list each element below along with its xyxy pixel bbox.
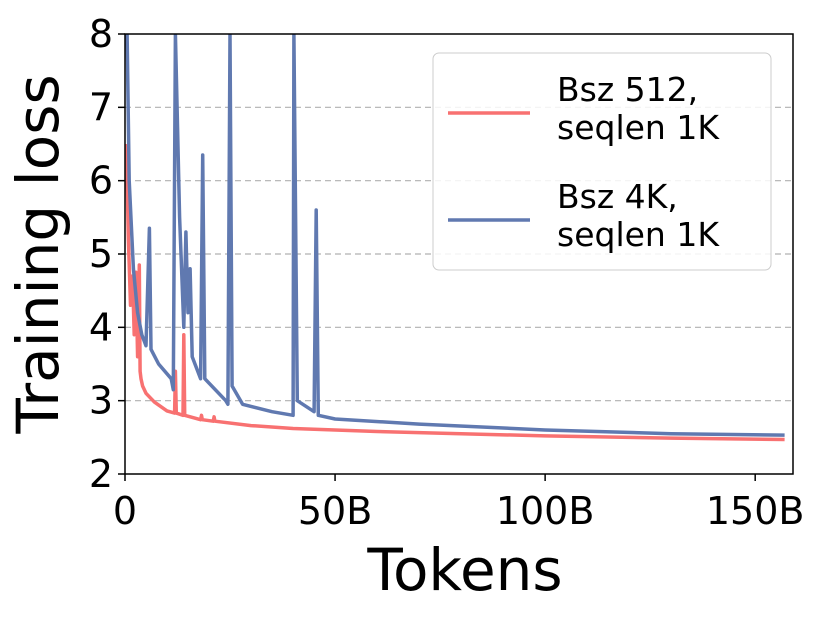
y-tick-label: 5	[89, 232, 113, 276]
x-tick-label: 0	[113, 489, 137, 533]
x-tick-label: 50B	[298, 489, 372, 533]
legend-label: Bsz 512, seqlen 1K	[557, 70, 719, 147]
legend-box	[432, 52, 772, 271]
x-axis-label: Tokens	[366, 536, 562, 604]
y-tick-label: 2	[89, 452, 113, 496]
data-line	[125, 34, 785, 437]
y-axis-label: Training loss	[4, 74, 72, 434]
x-tick-label: 100B	[496, 489, 595, 533]
x-tick-label: 150B	[706, 489, 805, 533]
y-tick-label: 6	[89, 159, 113, 203]
y-tick-label: 8	[89, 12, 113, 56]
y-tick-label: 7	[89, 85, 113, 129]
legend-label: Bsz 4K, seqlen 1K	[557, 177, 719, 254]
y-tick-label: 4	[89, 305, 113, 349]
y-tick-label: 3	[89, 379, 113, 423]
